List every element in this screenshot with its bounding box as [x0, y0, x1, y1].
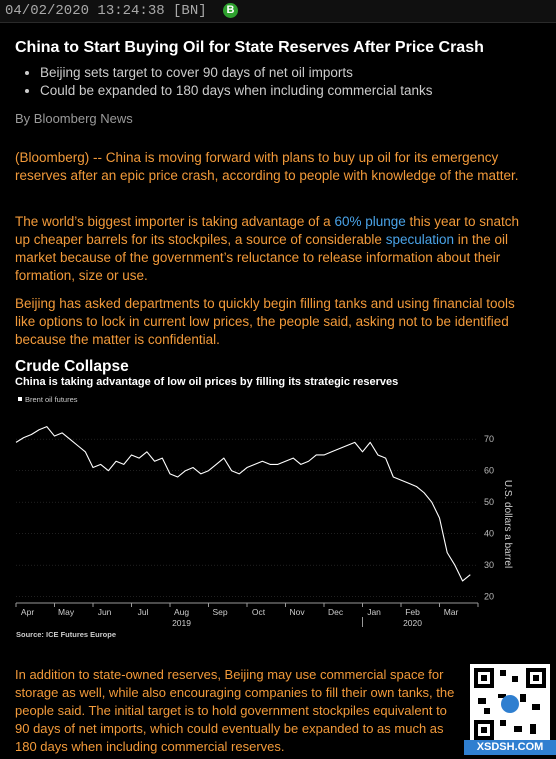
- legend-label: Brent oil futures: [25, 395, 78, 404]
- x-tick-label: Feb: [405, 607, 420, 617]
- year-label: 2019: [172, 618, 191, 628]
- summary-bullets: Beijing sets target to cover 90 days of …: [28, 64, 433, 100]
- paragraph-2: The world’s biggest importer is taking a…: [15, 213, 535, 285]
- brent-price-chart: Brent oil futures 20 30 40 50 60 70 U.S. dollar…: [15, 395, 513, 639]
- qr-site-label: XSDSH.COM: [464, 740, 556, 755]
- x-tick-label: Jul: [138, 607, 149, 617]
- x-tick-label: Apr: [21, 607, 34, 617]
- x-tick-label: Sep: [212, 607, 227, 617]
- paragraph-2-text: The world’s biggest importer is taking a…: [15, 214, 335, 229]
- x-tick-label: May: [58, 607, 75, 617]
- y-tick-label: 20: [484, 592, 494, 602]
- paragraph-2-text: this year to snatch up cheaper barrels f…: [15, 214, 520, 247]
- x-tick-label: Jan: [367, 607, 381, 617]
- qr-code[interactable]: [470, 664, 550, 744]
- y-tick-label: 70: [484, 434, 494, 444]
- x-tick-label: Aug: [174, 607, 189, 617]
- paragraph-3: Beijing has asked departments to quickly…: [15, 296, 515, 347]
- chart-subtitle: China is taking advantage of low oil pri…: [15, 376, 399, 388]
- x-tick-label: Nov: [289, 607, 305, 617]
- qr-code-icon: [474, 668, 546, 740]
- headline: China to Start Buying Oil for State Rese…: [15, 39, 484, 56]
- top-bar: 04/02/2020 13:24:38 [BN] B: [0, 0, 556, 23]
- y-tick-label: 40: [484, 529, 494, 539]
- x-tick-label: Jun: [98, 607, 112, 617]
- chart-title: Crude Collapse: [15, 358, 129, 375]
- link-60-percent-plunge[interactable]: 60% plunge: [334, 214, 406, 229]
- chart-source: Source: ICE Futures Europe: [16, 630, 116, 639]
- paragraph-1: (Bloomberg) -- China is moving forward w…: [15, 150, 519, 183]
- year-label: 2020: [403, 618, 422, 628]
- timestamp: 04/02/2020 13:24:38 [BN]: [5, 3, 207, 19]
- x-tick-label: Dec: [328, 607, 344, 617]
- y-tick-label: 50: [484, 497, 494, 507]
- bloomberg-badge-icon[interactable]: B: [223, 3, 238, 18]
- y-axis-label: U.S. dollars a barrel: [502, 480, 513, 568]
- byline: By Bloomberg News: [15, 111, 133, 126]
- bullet-item: Could be expanded to 180 days when inclu…: [40, 82, 433, 100]
- y-tick-label: 30: [484, 560, 494, 570]
- x-tick-label: Oct: [252, 607, 266, 617]
- bullet-item: Beijing sets target to cover 90 days of …: [40, 64, 433, 82]
- series-line-brent: [15, 426, 471, 582]
- paragraph-2-text: in the oil market because of the governm…: [15, 232, 509, 283]
- link-speculation[interactable]: speculation: [385, 232, 455, 247]
- x-tick-label: Mar: [444, 607, 459, 617]
- y-tick-label: 60: [484, 466, 494, 476]
- paragraph-4: In addition to state-owned reserves, Bei…: [15, 667, 455, 754]
- legend-swatch: [18, 397, 22, 401]
